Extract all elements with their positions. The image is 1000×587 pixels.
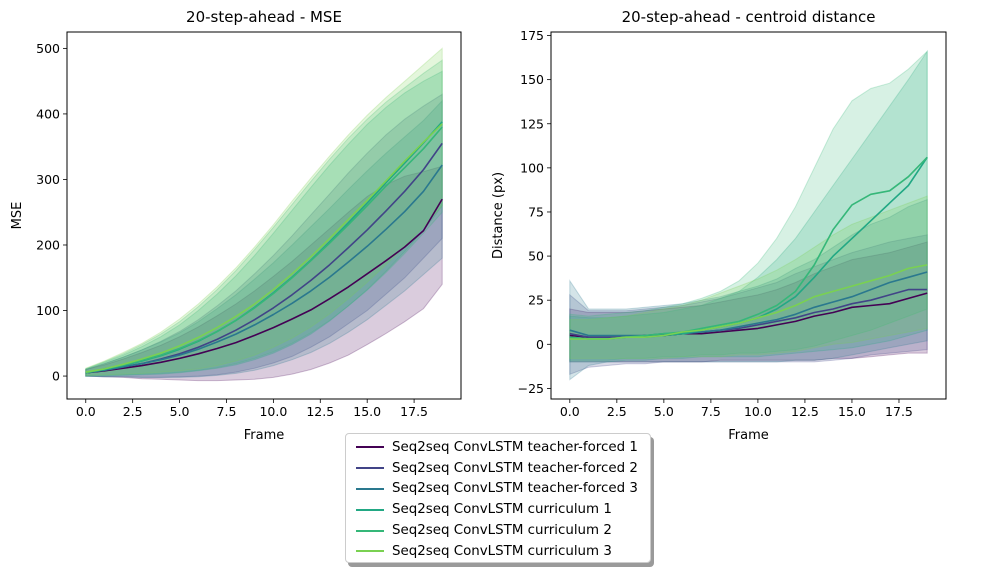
plot-frame	[550, 31, 947, 400]
y-tick-label: 100	[36, 303, 60, 318]
legend-item: Seq2seq ConvLSTM curriculum 1	[356, 499, 650, 520]
y-tick-label: 125	[520, 116, 544, 131]
legend-label: Seq2seq ConvLSTM teacher-forced 3	[392, 481, 638, 497]
mse-chart: 0.0 2.5 5.0 7.5 10.0 12.5 15.0 17.5 0 100 200 300 40…	[10, 8, 462, 443]
series-line-5	[85, 126, 443, 374]
x-tick-label: 10.0	[259, 404, 287, 419]
y-tick-label: 175	[520, 28, 544, 43]
confidence-band-2	[569, 234, 928, 376]
x-tick-label: 0.0	[560, 404, 580, 419]
y-tick-label: 75	[528, 204, 544, 219]
x-tick-label: 7.5	[217, 404, 237, 419]
x-tick-label: 2.5	[123, 404, 143, 419]
centroid-distance-chart: 0.0 2.5 5.0 7.5 10.0 12.5 15.0 17.5 −25 0 25 50 75 10…	[491, 8, 947, 443]
legend-label: Seq2seq ConvLSTM teacher-forced 2	[392, 460, 638, 476]
y-axis-label: MSE	[10, 202, 25, 230]
legend-item: Seq2seq ConvLSTM curriculum 2	[356, 520, 650, 541]
y-tick-label: 0	[52, 369, 60, 384]
y-tick-label: 0	[536, 337, 544, 352]
x-tick-label: 15.0	[353, 404, 381, 419]
legend-swatch	[356, 467, 384, 470]
confidence-band-6	[569, 195, 928, 359]
y-tick-label: 100	[520, 160, 544, 175]
confidence-band-3	[85, 99, 443, 378]
x-tick-label: 12.5	[791, 404, 819, 419]
y-tick-label: 500	[36, 41, 60, 56]
series-line-6	[569, 264, 928, 340]
confidence-band-6	[85, 47, 443, 376]
x-tick-label: 17.5	[400, 404, 428, 419]
confidence-band-1	[569, 241, 928, 363]
x-tick-label: 10.0	[744, 404, 772, 419]
y-tick-label: 50	[528, 249, 544, 264]
x-tick-label: 15.0	[838, 404, 866, 419]
confidence-band-5	[85, 59, 443, 377]
legend-swatch	[356, 529, 384, 532]
x-tick-label: 17.5	[885, 404, 913, 419]
x-tick-label: 5.0	[654, 404, 674, 419]
legend-item: Seq2seq ConvLSTM curriculum 3	[356, 541, 650, 562]
legend-label: Seq2seq ConvLSTM teacher-forced 1	[392, 439, 638, 455]
chart-title: 20-step-ahead - MSE	[186, 8, 342, 26]
legend-label: Seq2seq ConvLSTM curriculum 3	[392, 543, 612, 559]
confidence-band-5	[569, 50, 928, 361]
legend-swatch	[356, 446, 384, 449]
legend-item: Seq2seq ConvLSTM teacher-forced 1	[356, 437, 650, 458]
legend-swatch	[356, 487, 384, 490]
legend-label: Seq2seq ConvLSTM curriculum 2	[392, 523, 612, 539]
y-axis-label: Distance (px)	[491, 172, 506, 259]
x-tick-label: 12.5	[306, 404, 334, 419]
legend-item: Seq2seq ConvLSTM teacher-forced 3	[356, 479, 650, 500]
y-tick-label: 200	[36, 237, 60, 252]
confidence-band-4	[85, 70, 443, 377]
x-tick-label: 2.5	[607, 404, 627, 419]
series-line-3	[85, 164, 443, 374]
x-tick-label: 0.0	[76, 404, 96, 419]
chart-title: 20-step-ahead - centroid distance	[622, 8, 876, 26]
y-tick-label: 300	[36, 172, 60, 187]
series-line-3	[569, 271, 928, 337]
legend: Seq2seq ConvLSTM teacher-forced 1 Seq2se…	[345, 433, 651, 563]
legend-item: Seq2seq ConvLSTM teacher-forced 2	[356, 458, 650, 479]
series-line-6	[85, 123, 443, 373]
x-tick-label: 7.5	[701, 404, 721, 419]
y-tick-label: 150	[520, 72, 544, 87]
legend-swatch	[356, 550, 384, 553]
y-tick-label: −25	[518, 381, 544, 396]
x-axis-label: Frame	[728, 428, 769, 443]
x-tick-label: 5.0	[170, 404, 190, 419]
confidence-band-2	[85, 93, 443, 378]
y-tick-label: 400	[36, 106, 60, 121]
series-line-1	[85, 198, 443, 374]
x-axis-label: Frame	[244, 428, 285, 443]
confidence-band-4	[569, 49, 928, 363]
legend-swatch	[356, 508, 384, 511]
plot-frame	[66, 31, 462, 400]
y-tick-label: 25	[528, 293, 544, 308]
legend-label: Seq2seq ConvLSTM curriculum 1	[392, 502, 612, 518]
